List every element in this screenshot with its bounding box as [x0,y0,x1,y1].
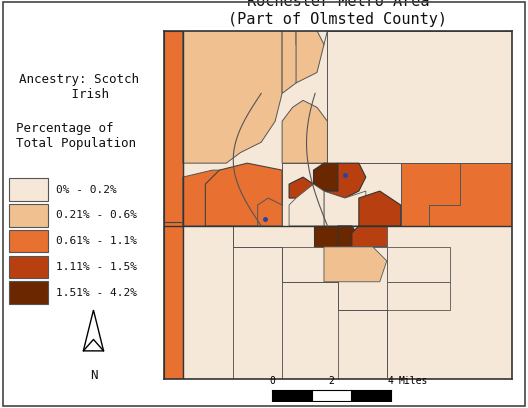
Polygon shape [183,170,268,226]
Polygon shape [498,337,512,379]
Polygon shape [282,100,327,163]
Text: 0: 0 [269,376,275,386]
Polygon shape [258,198,282,226]
Polygon shape [338,226,359,247]
Polygon shape [314,226,338,247]
Polygon shape [282,282,338,379]
Text: 0% - 0.2%: 0% - 0.2% [56,185,117,195]
Text: 2: 2 [328,376,334,386]
Polygon shape [83,310,103,351]
Title: Rochester Metro Area
(Part of Olmsted County): Rochester Metro Area (Part of Olmsted Co… [229,0,447,27]
Text: 0.61% - 1.1%: 0.61% - 1.1% [56,236,137,246]
Polygon shape [303,31,327,69]
Text: Ancestry: Scotch
       Irish: Ancestry: Scotch Irish [18,73,139,102]
Polygon shape [282,247,338,282]
Polygon shape [359,191,401,226]
Polygon shape [338,247,386,310]
Polygon shape [401,163,460,226]
Polygon shape [183,31,282,163]
Polygon shape [401,163,512,226]
Polygon shape [296,31,324,83]
Polygon shape [324,247,386,282]
Polygon shape [164,222,183,379]
Polygon shape [282,163,401,226]
Bar [10,204,48,227]
Polygon shape [352,226,401,247]
Text: Percentage of
Total Population: Percentage of Total Population [16,122,136,151]
Polygon shape [386,282,449,310]
Polygon shape [205,163,282,226]
Polygon shape [352,247,401,261]
Text: 4: 4 [388,376,394,386]
Bar [10,282,48,304]
Polygon shape [282,31,303,93]
Polygon shape [386,226,512,379]
Text: 0.21% - 0.6%: 0.21% - 0.6% [56,211,137,220]
Text: 1.51% - 4.2%: 1.51% - 4.2% [56,288,137,297]
Bar [10,255,48,278]
Text: 1.11% - 1.5%: 1.11% - 1.5% [56,262,137,272]
Polygon shape [164,31,183,222]
Bar [10,178,48,201]
Polygon shape [324,163,366,198]
Polygon shape [233,247,282,379]
Polygon shape [386,247,449,282]
Polygon shape [183,226,233,379]
Polygon shape [289,177,314,198]
Polygon shape [324,191,366,226]
Polygon shape [289,184,324,226]
Text: Miles: Miles [399,376,428,386]
Polygon shape [327,31,512,163]
Polygon shape [314,163,345,191]
Bar [10,230,48,252]
Text: N: N [90,369,97,382]
